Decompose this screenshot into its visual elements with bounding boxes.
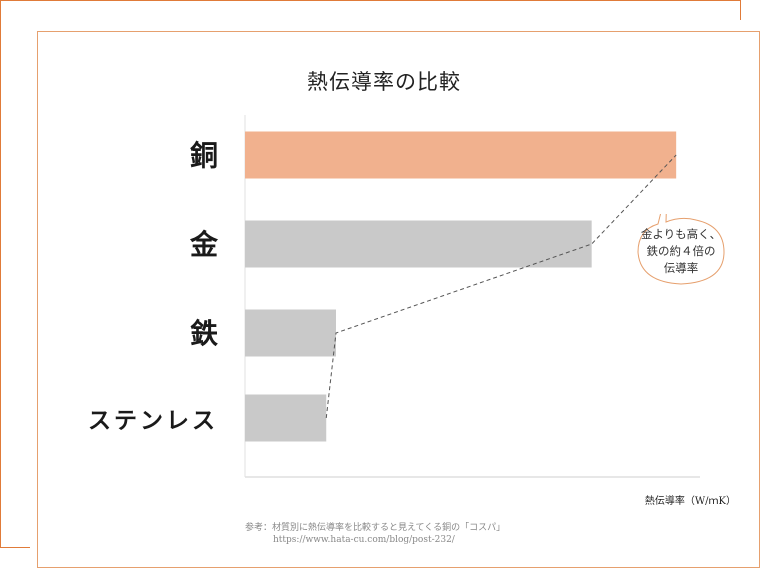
trend-dashed-line [325,154,677,419]
category-label: 金 [189,228,219,261]
callout-bubble: 金よりも高く、 鉄の約４倍の 伝導率 [636,214,726,286]
category-label: 銅 [190,139,218,172]
chart-title: 熱伝導率の比較 [307,70,461,94]
chart-card [37,31,760,568]
callout-bubble-shape [637,214,725,285]
source-note: 参考：材質別に熱伝導率を比較すると見えてくる銅の「コスパ」 https://ww… [245,522,505,546]
bar-1 [245,220,592,268]
frame-top-line [0,0,741,1]
frame-bottom-left-line [0,547,30,548]
bar-2 [245,309,336,357]
bar-3 [245,394,327,442]
callout-line: 鉄の約４倍の [646,244,716,258]
callout-line: 金よりも高く、 [640,227,722,241]
category-label: ステンレス [88,407,218,434]
frame-left-line [0,0,1,548]
bar-0 [245,131,677,179]
source-label: 参考：材質別に熱伝導率を比較すると見えてくる銅の「コスパ」 [245,523,506,533]
callout-line: 伝導率 [663,261,699,275]
x-axis-label: 熱伝導率（W/ｍK） [644,496,736,507]
source-url[interactable]: https://www.hata-cu.com/blog/post-232/ [273,535,455,545]
category-label: 鉄 [190,317,218,350]
callout-text: 金よりも高く、 鉄の約４倍の 伝導率 [636,226,726,277]
frame-right-line [740,0,741,20]
